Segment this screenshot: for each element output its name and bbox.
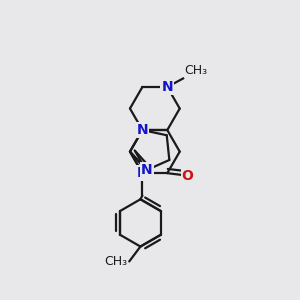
Text: O: O (182, 169, 194, 183)
Text: CH₃: CH₃ (104, 255, 128, 268)
Text: CH₃: CH₃ (184, 64, 208, 77)
Text: N: N (136, 166, 148, 180)
Text: N: N (161, 80, 173, 94)
Text: N: N (136, 123, 148, 137)
Text: N: N (141, 163, 152, 177)
